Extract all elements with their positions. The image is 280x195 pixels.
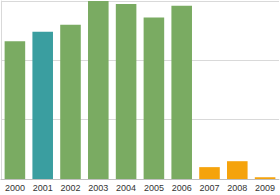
svg-text:2008: 2008 bbox=[227, 183, 247, 193]
svg-text:2003: 2003 bbox=[88, 183, 108, 193]
svg-text:2005: 2005 bbox=[144, 183, 164, 193]
svg-text:2002: 2002 bbox=[60, 183, 80, 193]
svg-text:2001: 2001 bbox=[33, 183, 53, 193]
svg-text:2009: 2009 bbox=[255, 183, 275, 193]
svg-text:2004: 2004 bbox=[116, 183, 136, 193]
svg-text:2006: 2006 bbox=[172, 183, 192, 193]
svg-text:2000: 2000 bbox=[5, 183, 25, 193]
svg-text:2007: 2007 bbox=[199, 183, 219, 193]
